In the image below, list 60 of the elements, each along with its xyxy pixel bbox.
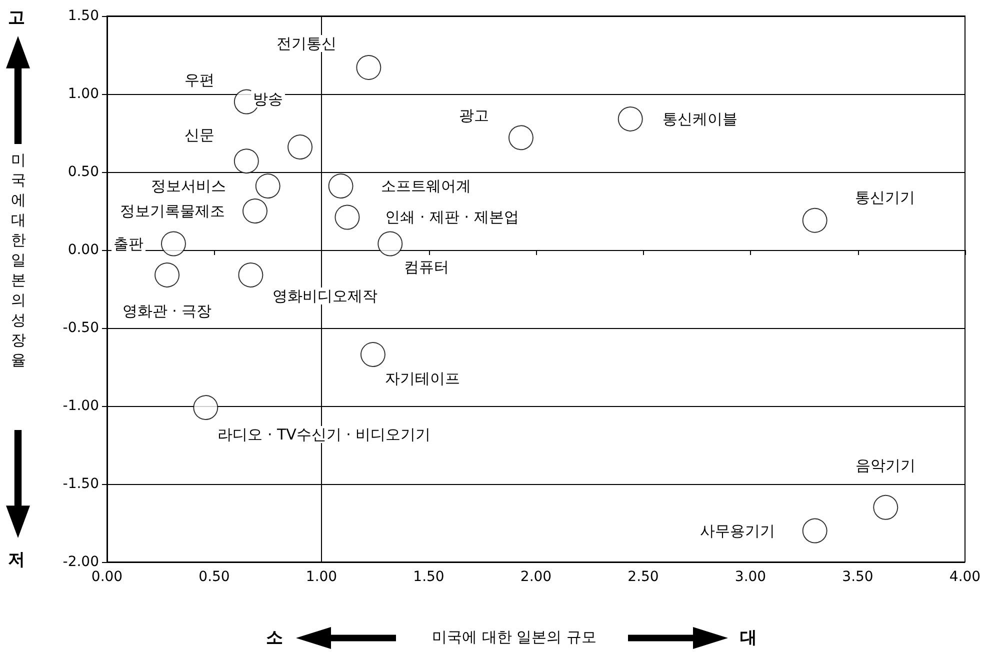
y-tick-label: -2.00: [62, 554, 99, 570]
annotation: 신문: [184, 126, 214, 144]
x-tick-label: 2.50: [628, 569, 659, 585]
point: [378, 231, 403, 256]
x-tick-label: 1.00: [306, 569, 338, 585]
point: [356, 54, 382, 80]
y-tick-label: -1.50: [62, 476, 99, 492]
annotation: 전기통신: [276, 34, 337, 52]
text: 대: [740, 627, 757, 649]
text: 미국에 대한 일본의 성장율: [11, 151, 26, 369]
point: [618, 106, 643, 132]
annotation: 통신기기: [854, 188, 915, 206]
text: 고: [8, 7, 25, 29]
point: [802, 208, 828, 233]
annotation: 정보서비스: [150, 177, 226, 196]
annotation: 음악기기: [856, 456, 916, 474]
annotation: 라디오 · TV수신기 · 비디오기기: [218, 426, 431, 444]
annotation: 통신케이블: [662, 110, 738, 128]
annotation: 정보기록물제조: [120, 202, 226, 220]
annotation: 사무용기기: [700, 522, 775, 540]
y-tick-label: 1.50: [68, 8, 99, 24]
point: [802, 518, 828, 544]
y-tick-label: -1.00: [62, 398, 99, 414]
annotation: 영화비디오제작: [272, 286, 378, 305]
annotation: 광고: [458, 106, 489, 125]
x-tick-label: 0.50: [198, 569, 230, 585]
annotation: 출판: [113, 234, 144, 253]
point: [193, 395, 218, 420]
point: [234, 148, 259, 174]
point: [360, 342, 386, 368]
point: [242, 198, 268, 224]
x-tick-label: 3.00: [734, 569, 766, 585]
point: [328, 174, 354, 199]
y-tick-label: -0.50: [62, 320, 99, 336]
annotation: 우편: [184, 70, 214, 89]
annotation: 자기테이프: [384, 370, 460, 388]
point: [288, 134, 313, 160]
point: [508, 125, 534, 150]
point: [334, 204, 360, 230]
x-axis-title: 미국에 대한 일본의 규모: [432, 628, 596, 647]
y-tick-label: 0.50: [68, 164, 99, 180]
text: 소: [266, 627, 283, 649]
point: [161, 231, 186, 256]
point: [873, 494, 898, 520]
x-tick-label: 1.50: [413, 569, 444, 585]
x-tick-label: 0.00: [91, 569, 123, 585]
point: [255, 174, 280, 199]
annotation: 컴퓨터: [404, 258, 450, 276]
point: [154, 262, 180, 288]
point: [238, 262, 264, 288]
annotation: 인쇄 · 제판 · 제본업: [385, 208, 519, 226]
x-tick-label: 2.00: [520, 569, 552, 585]
y-tick-label: 0.00: [68, 242, 99, 258]
annotation: 소프트웨어계: [380, 177, 471, 196]
text: 저: [8, 549, 25, 571]
x-tick-label: 4.00: [949, 569, 981, 585]
annotation: 방송: [253, 90, 284, 108]
x-tick-label: 3.50: [842, 569, 874, 585]
y-tick-label: 1.00: [68, 86, 99, 102]
annotation: 영화관 · 극장: [122, 302, 212, 320]
